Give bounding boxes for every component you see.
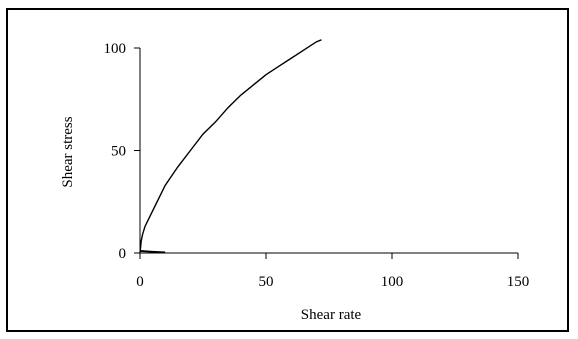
- axes: [139, 48, 518, 254]
- x-axis-label: Shear rate: [301, 307, 362, 323]
- chart-frame: [6, 8, 569, 332]
- series-line-2: [139, 250, 166, 254]
- y-axis-label: Shear stress: [60, 116, 76, 187]
- y-tick-label: 100: [104, 41, 127, 57]
- x-tick-label: 0: [136, 274, 144, 290]
- x-tick-label: 150: [507, 274, 530, 290]
- y-tick-label: 0: [119, 246, 127, 262]
- series-group: [139, 39, 322, 254]
- tick-group: 0 50 100 0 50 100 150: [104, 41, 530, 290]
- x-tick-label: 50: [259, 274, 274, 290]
- y-tick-label: 50: [111, 144, 126, 160]
- series-line-1: [139, 39, 322, 254]
- x-tick-label: 100: [381, 274, 404, 290]
